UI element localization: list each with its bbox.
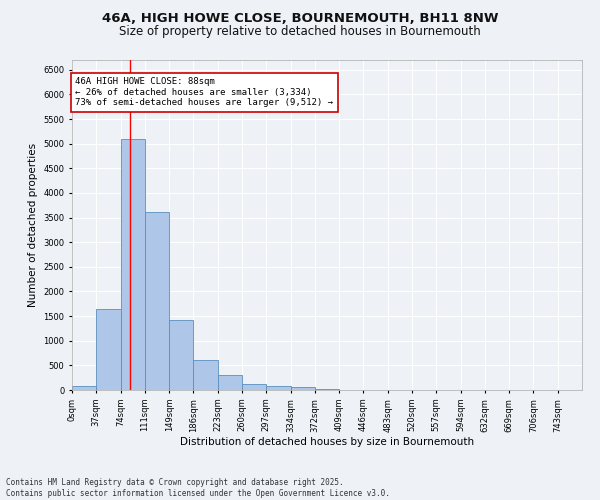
Bar xyxy=(169,320,193,390)
Text: Size of property relative to detached houses in Bournemouth: Size of property relative to detached ho… xyxy=(119,25,481,38)
Bar xyxy=(315,388,339,390)
Text: 46A HIGH HOWE CLOSE: 88sqm
← 26% of detached houses are smaller (3,334)
73% of s: 46A HIGH HOWE CLOSE: 88sqm ← 26% of deta… xyxy=(75,77,333,107)
Bar xyxy=(72,386,96,390)
Bar xyxy=(266,386,290,390)
Bar xyxy=(218,375,242,390)
Bar xyxy=(193,360,218,390)
Bar xyxy=(145,212,169,390)
Bar xyxy=(96,308,121,390)
Bar xyxy=(121,139,145,390)
Bar xyxy=(290,388,315,390)
X-axis label: Distribution of detached houses by size in Bournemouth: Distribution of detached houses by size … xyxy=(180,437,474,447)
Text: 46A, HIGH HOWE CLOSE, BOURNEMOUTH, BH11 8NW: 46A, HIGH HOWE CLOSE, BOURNEMOUTH, BH11 … xyxy=(102,12,498,26)
Bar xyxy=(242,384,266,390)
Text: Contains HM Land Registry data © Crown copyright and database right 2025.
Contai: Contains HM Land Registry data © Crown c… xyxy=(6,478,390,498)
Y-axis label: Number of detached properties: Number of detached properties xyxy=(28,143,38,307)
